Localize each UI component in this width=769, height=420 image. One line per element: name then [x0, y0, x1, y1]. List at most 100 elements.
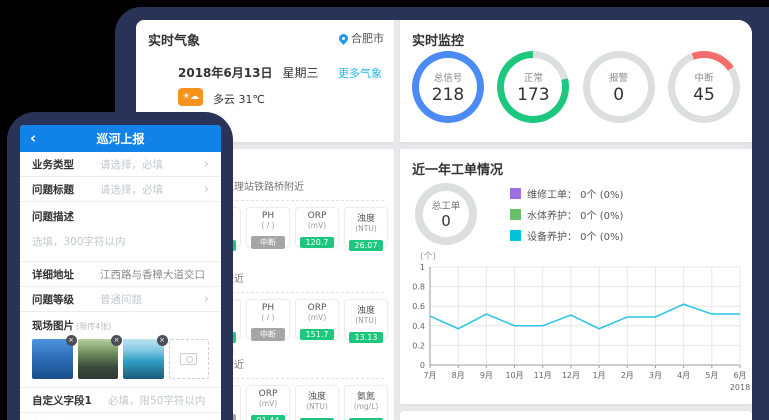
dashed-divider [146, 200, 384, 201]
chevron-right-icon: › [203, 291, 209, 307]
gauge-label: 报警 [609, 72, 629, 84]
photo-thumbnail[interactable]: × [77, 335, 122, 379]
legend-text: 设备养护： 0个 (0%) [527, 232, 624, 243]
app-header: ‹ 巡河上报 [20, 125, 221, 152]
sun-cloud-icon: ☀☁ [178, 88, 203, 106]
dashboard-screen: 实时气象 合肥市 2018年6月13日 星期三 更多气象 ☀☁ 多云 31℃ 实时… [136, 20, 752, 420]
gauge-value: 0 [613, 84, 625, 105]
monitor-gauge: 中断 45 [667, 51, 740, 123]
gauge-value: 218 [431, 84, 465, 105]
business-type-row[interactable]: 业务类型 请选择，必填 › [20, 152, 221, 177]
y-axis-unit-label: (个) [420, 252, 437, 262]
svg-text:1: 1 [420, 263, 425, 272]
date-row: 2018年6月13日 星期三 [178, 64, 318, 81]
date-label: 2018年6月13日 [178, 66, 273, 80]
gauge-label: 总信号 [433, 72, 463, 84]
chevron-right-icon: › [203, 181, 209, 197]
svg-text:0: 0 [420, 361, 425, 370]
work-orders-line-chart: 0 0.2 0.4 0.6 0.8 1 7月 8月 9月 10月 11月 12月 1月 2月 3月 4月 5月 6… [406, 257, 750, 397]
work-orders-card: 近一年工单情况 总工单 0 维修工单： 0个 (0%) 水体养护： 0个 (0%)… [400, 149, 752, 404]
sensor-value-badge: 91.44 [251, 415, 285, 420]
svg-text:2018: 2018 [730, 383, 750, 392]
svg-text:6月: 6月 [733, 371, 746, 380]
more-weather-link[interactable]: 更多气象 [338, 67, 382, 80]
svg-text:9月: 9月 [480, 371, 493, 380]
sensor-value-badge: 13.13 [349, 332, 383, 343]
delete-photo-icon[interactable]: × [156, 335, 168, 346]
total-orders-label: 总工单 [431, 201, 461, 212]
legend-item: 维修工单： 0个 (0%) [510, 186, 623, 201]
station-name: 闸 附近 [224, 347, 244, 371]
city-selector: 合肥市 [337, 30, 384, 46]
svg-text:4月: 4月 [677, 371, 690, 380]
issue-level-placeholder: 普通问题 [100, 293, 142, 306]
add-photo-button[interactable] [168, 339, 210, 379]
back-button[interactable]: ‹ [30, 129, 37, 147]
sensor-interrupted-badge: 中断 [251, 236, 285, 249]
station-name: 处理站铁路桥附近 [224, 182, 304, 193]
photo-thumbnail[interactable]: × [32, 335, 77, 379]
issue-description-placeholder: 选填，300字符以内 [32, 236, 126, 248]
sensor-row: 氨氮(mg/L)0.71PH( / )中断ORP(mV)120.7浊度(NTU)… [197, 207, 394, 251]
legend-item: 水体养护： 0个 (0%) [510, 207, 623, 222]
svg-text:8月: 8月 [452, 371, 465, 380]
weather-card: 实时气象 合肥市 2018年6月13日 星期三 更多气象 ☀☁ 多云 31℃ [136, 20, 394, 142]
gauge-label: 中断 [694, 72, 714, 84]
dashed-divider [146, 378, 384, 379]
total-orders-value: 0 [441, 212, 451, 230]
weekday-label: 星期三 [282, 66, 319, 80]
svg-text:10月: 10月 [505, 371, 523, 380]
delete-photo-icon[interactable]: × [111, 335, 122, 346]
monitor-gauge: 正常 173 [497, 51, 570, 123]
svg-text:0.4: 0.4 [412, 322, 425, 331]
legend-swatch [510, 209, 521, 220]
address-value: 江西路与香樟大道交口 [100, 268, 205, 281]
custom-field2-row[interactable]: 自定义字段2 选填，限50字符以内 [20, 413, 221, 420]
delete-photo-icon[interactable]: × [65, 335, 77, 346]
sensor-interrupted-badge: 中断 [251, 328, 285, 341]
svg-text:11月: 11月 [534, 371, 552, 380]
sensor-value-badge: 120.7 [300, 237, 334, 248]
legend-swatch [510, 230, 521, 241]
business-type-placeholder: 请选择，必填 [100, 158, 163, 171]
custom-field1-row[interactable]: 自定义字段1 必填，限50字符以内 [20, 388, 221, 413]
phone-screen: ‹ 巡河上报 业务类型 请选择，必填 › 问题标题 请选择，必填 › 问题描述 … [20, 125, 221, 420]
sensor-value-badge: 26.07 [349, 240, 383, 251]
site-photos-hint: (限传4张) [76, 322, 112, 331]
site-photos-label: 现场图片 [32, 320, 74, 332]
legend-item: 设备养护： 0个 (0%) [510, 228, 623, 243]
svg-text:2月: 2月 [621, 371, 634, 380]
monitor-card: 实时监控 总信号 218 正常 173 报警 0 中断 45 [400, 20, 752, 142]
sensor-card: 浊度 (NTU) 13.13 [344, 299, 388, 343]
svg-text:5月: 5月 [705, 371, 718, 380]
sensor-value-badge: 151.7 [300, 329, 334, 340]
location-pin-icon [337, 31, 350, 45]
total-orders-donut: 总工单 0 [415, 183, 477, 245]
svg-text:7月: 7月 [423, 371, 436, 380]
work-orders-legend: 维修工单： 0个 (0%) 水体养护： 0个 (0%) 设备养护： 0个 (0%) [510, 186, 623, 249]
svg-text:0.8: 0.8 [412, 283, 425, 292]
weather-condition: 多云 31℃ [213, 93, 265, 106]
weather-title: 实时气象 [148, 34, 201, 49]
monitor-gauges: 总信号 218 正常 173 报警 0 中断 45 [400, 51, 752, 123]
issue-description-field[interactable]: 问题描述 选填，300字符以内 [20, 202, 221, 262]
monitor-title: 实时监控 [412, 34, 465, 49]
legend-text: 维修工单： 0个 (0%) [527, 190, 624, 201]
photo-thumbnail[interactable]: × [123, 335, 168, 379]
station-list: 处理站铁路桥附近氨氮(mg/L)0.71PH( / )中断ORP(mV)120.… [136, 181, 394, 420]
sensor-card: PH( / )中断 [246, 299, 290, 341]
photo-row: × × × [32, 335, 210, 379]
orders-trend-line [429, 303, 740, 330]
issue-level-row[interactable]: 问题等级 普通问题 › [20, 287, 221, 312]
svg-text:0.2: 0.2 [412, 341, 425, 350]
svg-text:12月: 12月 [562, 371, 580, 380]
sensor-card: ORP(mV)91.44 [246, 385, 290, 420]
gauge-value: 45 [693, 84, 715, 105]
issue-title-row[interactable]: 问题标题 请选择，必填 › [20, 177, 221, 202]
svg-text:3月: 3月 [649, 371, 662, 380]
address-row[interactable]: 详细地址 江西路与香樟大道交口 [20, 262, 221, 287]
work-orders-title: 近一年工单情况 [412, 163, 504, 178]
city-label: 合肥市 [351, 32, 384, 45]
sensor-card: 浊度 (NTU) 26.07 [344, 207, 388, 251]
